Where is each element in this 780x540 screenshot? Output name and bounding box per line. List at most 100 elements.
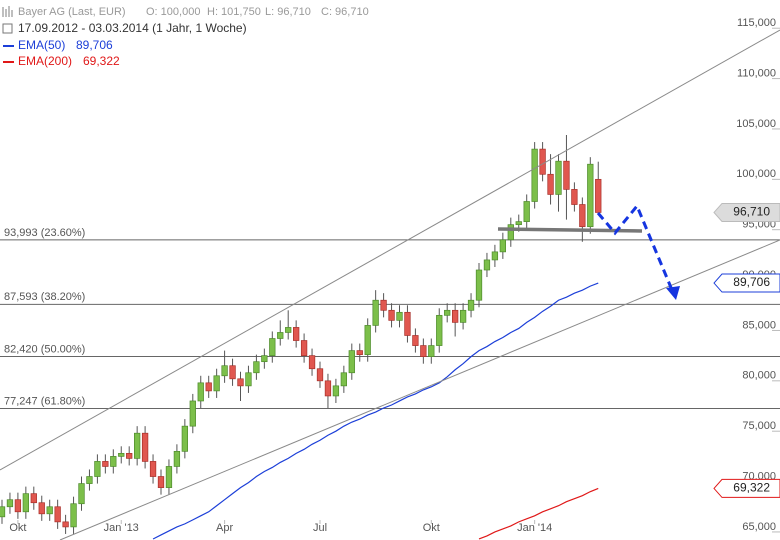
candle-body: [0, 506, 6, 518]
candle-body: [428, 345, 435, 357]
candle-body: [475, 269, 483, 301]
candle-body: [181, 425, 189, 452]
value-box: [713, 478, 780, 498]
candle-body: [340, 372, 347, 387]
candle-body: [62, 521, 69, 528]
level-label: 87,593 (38.20%): [4, 291, 85, 303]
candle-body: [141, 432, 149, 462]
candle-body: [189, 400, 196, 427]
candle-body: [555, 160, 562, 195]
price-label: 96,710: [733, 205, 770, 219]
candle-body: [444, 309, 451, 316]
candle-body: [165, 466, 173, 488]
candle-body: [515, 221, 522, 226]
candle-body: [300, 340, 308, 356]
x-tick-label: Jul: [313, 522, 327, 534]
candle-body: [293, 327, 300, 341]
candle-body: [30, 493, 37, 504]
candle-body: [467, 299, 475, 311]
legend-quote: L: 96,710: [265, 6, 311, 18]
price-box: [713, 202, 780, 222]
y-tick-label: 115,000: [737, 17, 776, 29]
candle-body: [157, 476, 165, 488]
legend-quote: C: 96,710: [321, 6, 369, 18]
legend-quote: H: 101,750: [207, 6, 261, 18]
candle-body: [269, 338, 276, 356]
support-line: [497, 227, 643, 233]
candle-body: [483, 259, 491, 271]
candle-body: [539, 148, 546, 175]
candle-body: [404, 311, 411, 336]
candle-body: [316, 368, 324, 382]
level-label: 77,247 (61.80%): [4, 395, 85, 407]
overlay-layer: 96,710 89,706 69,322: [713, 202, 780, 498]
legend-icon: [2, 23, 13, 34]
ema-line: [478, 487, 599, 540]
x-tick-label: Jan '13: [104, 522, 139, 534]
legend-value: 89,706: [76, 38, 113, 52]
legend-icon: [2, 6, 13, 17]
candle-body: [6, 499, 14, 508]
level-label: 93,993 (23.60%): [4, 227, 85, 239]
candle-body: [54, 506, 61, 523]
candle-body: [332, 385, 340, 397]
arrow-head: [666, 286, 680, 300]
candle-body: [126, 453, 133, 459]
candle-body: [348, 350, 355, 374]
candle-body: [173, 450, 181, 467]
value-label: 69,322: [733, 481, 770, 495]
candle-body: [563, 160, 570, 190]
legend-title: Bayer AG (Last, EUR): [18, 6, 126, 18]
candle-body: [22, 493, 29, 513]
value-box: [713, 273, 780, 293]
y-tick-label: 105,000: [736, 118, 776, 130]
candle-body: [253, 361, 260, 374]
legend: Bayer AG (Last, EUR) O: 100,000 H: 101,7…: [2, 6, 369, 68]
candle-body: [531, 148, 538, 202]
candle-body: [102, 461, 109, 467]
candle-body: [70, 503, 77, 528]
value-label: 89,706: [733, 275, 770, 289]
candle-body: [571, 189, 578, 205]
candle-body: [277, 332, 284, 339]
legend-quote: O: 100,000: [146, 6, 200, 18]
candle-body: [412, 335, 419, 346]
candle-body: [587, 163, 594, 228]
candle-body: [523, 201, 530, 222]
candle-body: [213, 375, 220, 392]
candle-body: [229, 365, 236, 380]
candle-body: [372, 299, 379, 326]
y-tick-label: 85,000: [742, 319, 776, 331]
candle-body: [205, 382, 212, 392]
candle-body: [452, 309, 459, 323]
candle-body: [110, 456, 117, 467]
candle-body: [38, 502, 45, 515]
candle-body: [245, 372, 252, 387]
candle-body: [380, 299, 387, 311]
candle-body: [324, 380, 332, 397]
candle-body: [197, 382, 204, 402]
candle-body: [388, 309, 395, 321]
y-tick-label: 110,000: [737, 67, 776, 79]
candle-body: [595, 178, 602, 213]
candle-body: [507, 224, 514, 241]
y-tick-label: 80,000: [742, 370, 776, 382]
trend-line-upper: [0, 29, 780, 471]
candle-body: [94, 461, 101, 477]
candle-body: [459, 309, 467, 323]
trend-line-lower: [59, 239, 780, 540]
candle-body: [364, 325, 371, 355]
candle-body: [134, 432, 141, 459]
candle-body: [308, 355, 316, 370]
candle-body: [118, 453, 125, 457]
candle-body: [237, 378, 244, 387]
legend-subtitle: 17.09.2012 - 03.03.2014 (1 Jahr, 1 Woche…: [18, 21, 247, 35]
x-tick-label: Jan '14: [517, 522, 552, 534]
candle-body: [78, 483, 85, 505]
candle-body: [499, 239, 506, 253]
projection-arrow: [596, 203, 674, 291]
candle-body: [436, 314, 443, 346]
candle-body: [46, 506, 53, 515]
x-tick-label: Apr: [216, 522, 233, 534]
